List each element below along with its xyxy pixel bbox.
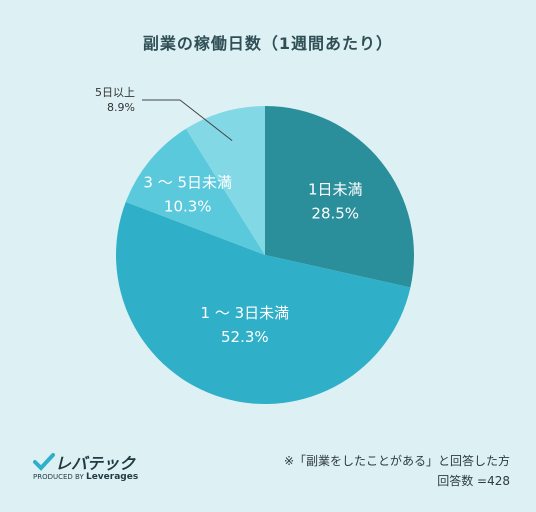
slice-category-label: 1 ～ 3日未満	[201, 304, 290, 322]
company-name: Leverages	[85, 472, 139, 482]
slice-value-label: 52.3%	[221, 328, 269, 346]
pie-labels: 1日未満 28.5% 1 ～ 3日未満 52.3% 3 ～ 5日未満 10.3% 5日以上 8…	[95, 86, 363, 346]
brand-logo: レバテック PRODUCED BY Leverages	[33, 450, 173, 484]
slice-category-label: 5日以上	[95, 86, 135, 99]
slice-value-label: 10.3%	[164, 197, 212, 215]
brand-name: レバテック	[55, 454, 136, 473]
footnote: ※「副業をしたことがある」と回答した方 回答数 =428	[284, 451, 510, 491]
pie-slice	[125, 128, 265, 255]
checkmark-icon	[33, 453, 55, 471]
leader-line	[179, 99, 233, 142]
brand-produced-by: PRODUCED BY Leverages	[33, 472, 138, 482]
footnote-respondents-note: ※「副業をしたことがある」と回答した方	[283, 454, 510, 468]
pie-slice	[265, 106, 414, 288]
footnote-response-count: 回答数 =428	[437, 474, 510, 488]
pie-slice	[116, 201, 411, 404]
chart-title: 副業の稼働日数（1週間あたり）	[142, 34, 394, 53]
pie-slice	[185, 106, 265, 255]
slice-value-label: 8.9%	[107, 101, 135, 114]
slice-category-label: 3 ～ 5日未満	[143, 173, 232, 191]
slice-category-label: 1日未満	[308, 181, 363, 199]
produced-by-text: PRODUCED BY	[33, 473, 84, 481]
pie-slices	[116, 106, 414, 404]
slice-value-label: 28.5%	[311, 205, 359, 223]
